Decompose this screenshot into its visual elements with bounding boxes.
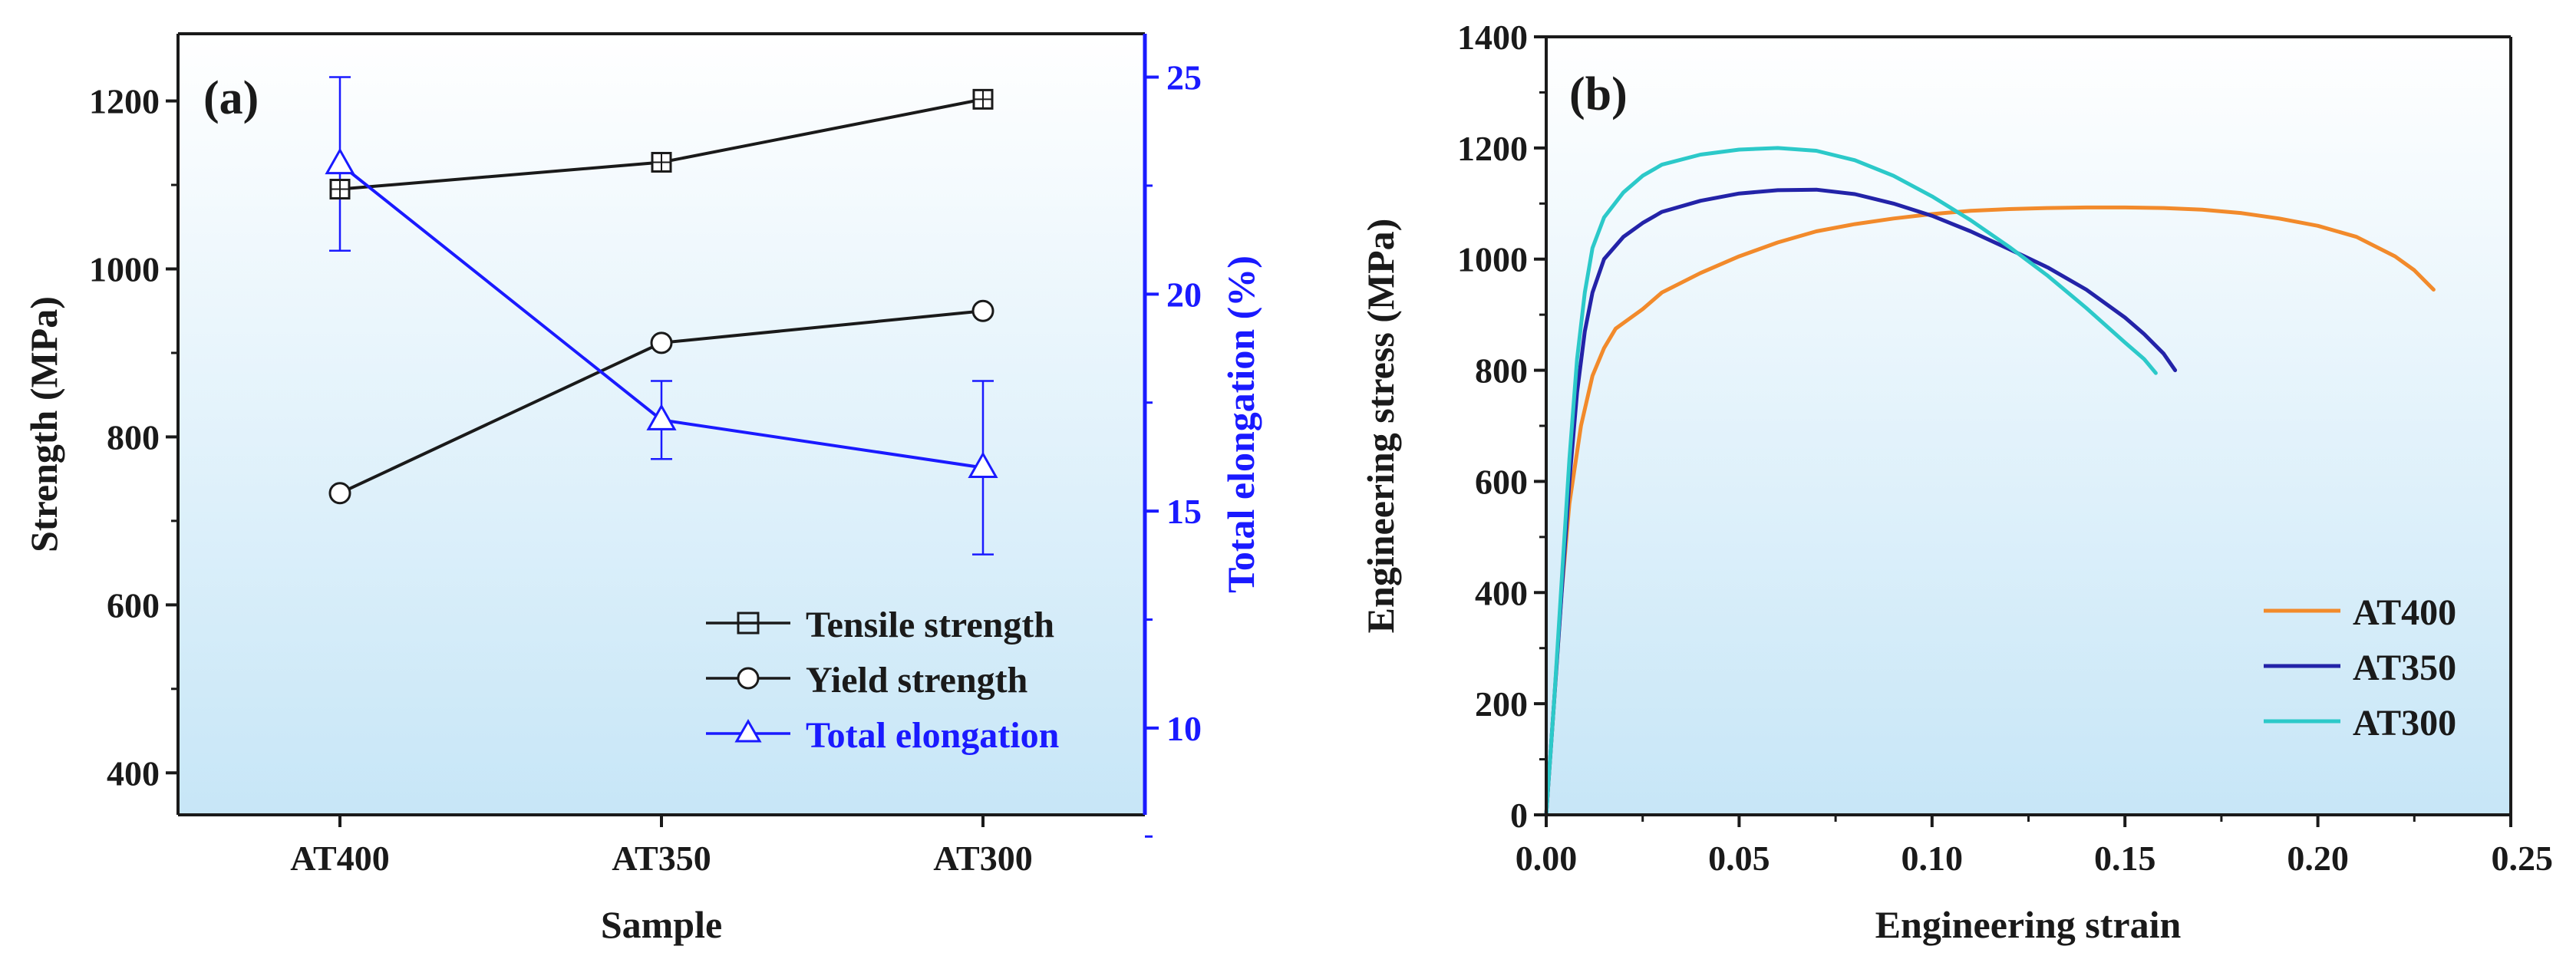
point-total-elongation-at300 <box>968 451 998 479</box>
x-tick-label-0-10: 0.10 <box>1901 839 1964 878</box>
panel-b-background <box>1546 37 2511 815</box>
panel-b-x-ticks: 0.00 0.05 0.10 0.15 0.20 0.25 <box>1516 815 2553 878</box>
panel-a-legend: Tensile strength Yield strength Total el… <box>706 605 1059 756</box>
right-tick-label-10: 10 <box>1166 709 1202 748</box>
legend-yield-circle-marker <box>737 667 760 690</box>
x-tick-label-0-20: 0.20 <box>2287 839 2349 878</box>
y-tick-label-200: 200 <box>1475 684 1528 724</box>
panel-a-left-ticks: 400 600 800 1000 1200 <box>89 82 178 793</box>
legend-elongation-triangle-marker <box>734 718 762 743</box>
panel-a: 400 600 800 1000 1200 10 15 20 25 AT400 AT350 AT3… <box>22 32 1262 946</box>
point-yield-strength-at350 <box>650 331 673 354</box>
panel-a-y2-axis-label: Total elongation (%) <box>1219 256 1262 593</box>
point-total-elongation-at400 <box>325 147 355 175</box>
panel-b-y-ticks: 0 200 400 600 800 1000 1200 1400 <box>1457 18 1546 835</box>
curve-at400 <box>1544 205 2436 817</box>
point-yield-strength-at300 <box>971 299 994 322</box>
y-tick-label-800: 800 <box>1475 351 1528 391</box>
x-tick-label-0-25: 0.25 <box>2492 839 2554 878</box>
point-yield-strength-at400 <box>328 482 351 505</box>
panel-a-x-axis-label: Sample <box>601 903 722 946</box>
panel-a-label: (a) <box>203 72 259 124</box>
legend-elongation-label: Total elongation <box>806 715 1059 756</box>
left-tick-label-600: 600 <box>107 585 160 625</box>
curve-at350 <box>1544 187 2178 817</box>
legend-tensile-square-marker <box>737 612 760 635</box>
panel-a-y-axis-label: Strength (MPa) <box>22 296 65 552</box>
legend-tensile-label: Tensile strength <box>806 605 1054 645</box>
x-tick-label-0-05: 0.05 <box>1708 839 1770 878</box>
x-tick-label-0-00: 0.00 <box>1516 839 1578 878</box>
y-tick-label-400: 400 <box>1475 573 1528 612</box>
panel-a-markers <box>325 88 998 505</box>
right-tick-label-15: 15 <box>1166 492 1202 531</box>
x-tick-label-at400: AT400 <box>290 839 390 878</box>
left-tick-label-1000: 1000 <box>89 249 160 288</box>
y-tick-label-600: 600 <box>1475 462 1528 501</box>
panel-b-label: (b) <box>1569 68 1628 120</box>
right-tick-label-25: 25 <box>1166 58 1202 97</box>
panel-b-y-axis-label: Engineering stress (MPa) <box>1359 219 1402 634</box>
panel-a-right-ticks: 10 15 20 25 <box>1145 58 1202 838</box>
legend-at350-label: AT350 <box>2353 648 2456 688</box>
left-tick-label-1200: 1200 <box>89 82 160 121</box>
curve-at300 <box>1544 146 2158 817</box>
x-tick-label-0-15: 0.15 <box>2094 839 2156 878</box>
panel-b-legend: AT400 AT350 AT300 <box>2264 592 2456 743</box>
legend-at300-label: AT300 <box>2353 703 2456 743</box>
panel-a-x-ticks: AT400 AT350 AT300 <box>290 815 1033 878</box>
right-tick-label-20: 20 <box>1166 275 1202 314</box>
panel-b-x-axis-label: Engineering strain <box>1875 903 2182 946</box>
point-total-elongation-at350 <box>646 404 677 430</box>
legend-at400-label: AT400 <box>2353 592 2456 633</box>
y-tick-label-1400: 1400 <box>1457 18 1528 57</box>
left-tick-label-800: 800 <box>107 417 160 457</box>
legend-yield-label: Yield strength <box>806 660 1027 701</box>
left-tick-label-400: 400 <box>107 753 160 793</box>
x-tick-label-at350: AT350 <box>612 839 711 878</box>
y-tick-label-1000: 1000 <box>1457 240 1528 279</box>
y-tick-label-0: 0 <box>1510 796 1528 835</box>
x-tick-label-at300: AT300 <box>933 839 1033 878</box>
panel-a-error-bars <box>329 76 994 556</box>
y-tick-label-1200: 1200 <box>1457 129 1528 168</box>
panel-b-curves <box>1544 146 2436 817</box>
